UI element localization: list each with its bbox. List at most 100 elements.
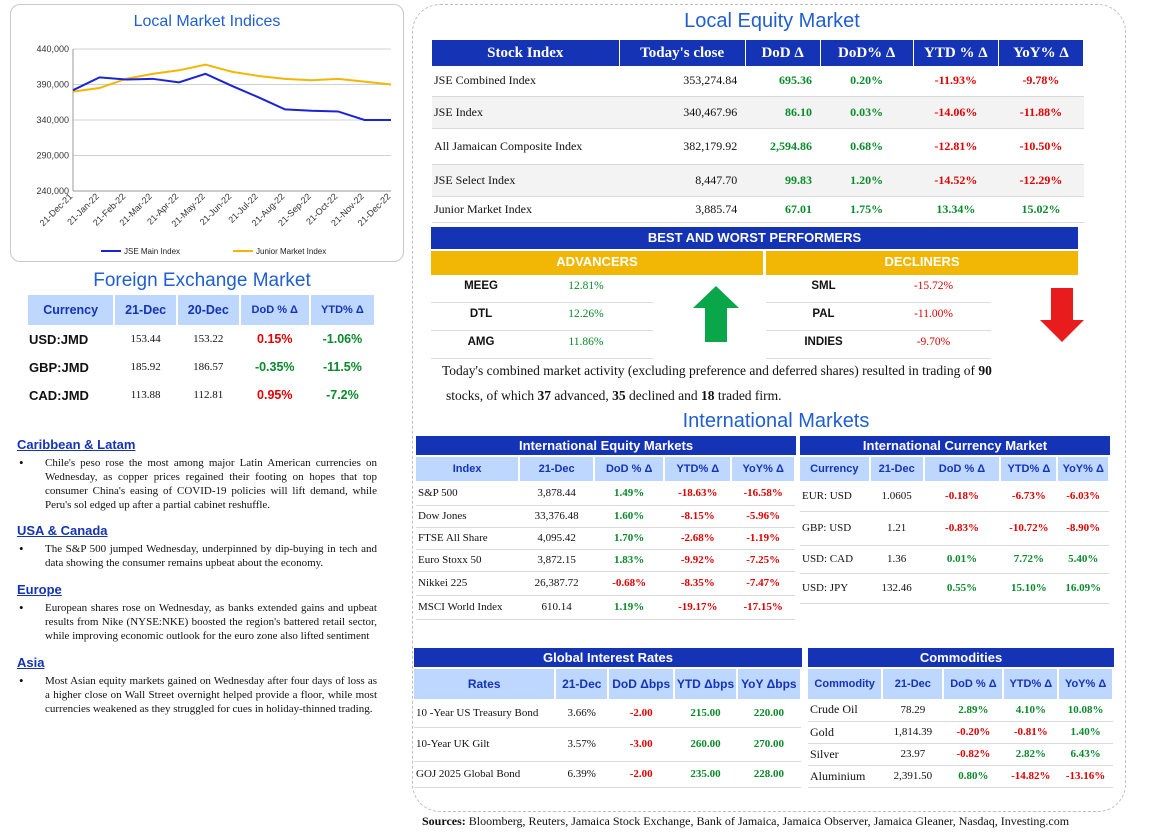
rates-row: 10-Year UK Gilt 3.57% -3.00 260.00 270.00	[414, 727, 801, 762]
equity-cell: -5.96%	[731, 505, 795, 528]
fx-dod: -0.35%	[254, 360, 295, 374]
y-tick-label: 290,000	[36, 151, 69, 161]
rates-cell: 235.00	[674, 761, 737, 788]
equity-table: Index 21-Dec DoD % Δ YTD% Δ YoY% Δ S&P 500 3,8…	[416, 457, 796, 620]
equity-cell: -18.63%	[664, 481, 732, 506]
equity-row: All Jamaican Composite Index 382,179.92 2,…	[432, 128, 1084, 165]
commodities-cell: 23.97	[882, 743, 944, 766]
sources-label: Sources:	[422, 814, 466, 828]
advancers-header: ADVANCERS	[431, 251, 763, 275]
fx-ytd: -7.2%	[326, 388, 359, 402]
commodities-row: Silver 23.97 -0.82% 2.82% 6.43%	[808, 743, 1113, 766]
rates-cell: 270.00	[736, 727, 801, 762]
news-heading[interactable]: Asia	[17, 655, 45, 670]
fx-currency: CAD:JMD	[29, 387, 89, 403]
sources-text: Bloomberg, Reuters, Jamaica Stock Exchan…	[465, 814, 1070, 828]
commodities-cell: 2,391.50	[882, 765, 944, 788]
equity-cell: -14.52%	[913, 164, 999, 197]
decliners-list: SML -15.72% PAL -11.00% INDIES -9.70%	[766, 276, 991, 360]
equity-cell: -16.58%	[731, 481, 795, 506]
equity-row: Junior Market Index 3,885.74 67.01 1.75% 13.…	[432, 196, 1084, 223]
equity-cell: 1.75%	[820, 196, 914, 223]
decliner-symbol: SML	[811, 280, 836, 292]
interest-rates-box: Global Interest Rates Rates 21-Dec DoD Δbps…	[414, 648, 803, 788]
fx-ytd: -11.5%	[322, 360, 362, 374]
currency-cell: 0.01%	[923, 545, 1001, 574]
news-text: Most Asian equity markets gained on Wedn…	[17, 674, 377, 716]
equity-cell: -7.25%	[731, 549, 795, 572]
decliner-symbol: INDIES	[804, 336, 843, 348]
equity-cell: Nikkei 225	[416, 571, 520, 596]
fx-header-cell: YTD% Δ	[309, 295, 377, 325]
currency-cell: 1.0605	[869, 481, 924, 512]
advancer-change: 12.26%	[568, 308, 604, 320]
equity-cell: -11.93%	[913, 66, 999, 97]
rates-row: 10 -Year US Treasury Bond 3.66% -2.00 215.0…	[414, 699, 801, 728]
equity-cell: JSE Select Index	[432, 164, 620, 197]
rates-cell: 3.57%	[555, 727, 609, 762]
currency-cell: 16.09%	[1057, 573, 1109, 604]
news-heading[interactable]: Europe	[17, 582, 62, 597]
commodities-cell: -0.81%	[1003, 721, 1059, 744]
commodities-header-cell: YTD% Δ	[1003, 669, 1060, 699]
y-tick-label: 440,000	[36, 44, 69, 54]
commodities-cell: -13.16%	[1058, 765, 1113, 788]
firm-count: 18	[700, 388, 715, 403]
commodities-cell: 6.43%	[1058, 743, 1113, 766]
performers-title: BEST AND WORST PERFORMERS	[431, 227, 1078, 249]
equity-cell: Euro Stoxx 50	[416, 549, 520, 572]
equity-cell: Dow Jones	[416, 505, 520, 528]
rates-cell: 220.00	[736, 699, 801, 728]
decliner-row: SML -15.72%	[766, 276, 991, 303]
news-text: Chile's peso rose the most among major L…	[17, 456, 377, 512]
equity-cell: -10.50%	[998, 128, 1084, 165]
news-section: Caribbean & Latam Chile's peso rose the m…	[17, 437, 377, 512]
commodities-cell: -0.82%	[943, 743, 1004, 766]
currency-cell: -10.72%	[1000, 511, 1058, 546]
decliners-header: DECLINERS	[766, 251, 1078, 275]
commodities-cell: -0.20%	[943, 721, 1004, 744]
news-section: Europe European shares rose on Wednesday,…	[17, 582, 377, 643]
line-chart: 440,000390,000340,000290,000240,00021-De…	[36, 44, 392, 256]
currency-row: EUR: USD 1.0605 -0.18% -6.73% -6.03%	[800, 481, 1109, 512]
commodities-cell: 0.80%	[943, 765, 1004, 788]
equity-header-cell: 21-Dec	[519, 457, 596, 481]
currency-header-cell: YTD% Δ	[1000, 457, 1059, 481]
equity-cell: 0.68%	[820, 128, 914, 165]
currency-cell: 0.55%	[923, 573, 1001, 604]
equity-cell: -7.47%	[731, 571, 795, 596]
currency-header-cell: YoY% Δ	[1057, 457, 1110, 481]
commodities-title: Commodities	[808, 648, 1114, 667]
commodities-cell: -14.82%	[1003, 765, 1059, 788]
equity-cell: -9.78%	[998, 66, 1084, 97]
rates-cell: GOJ 2025 Global Bond	[414, 761, 556, 788]
news-text: European shares rose on Wednesday, as ba…	[17, 601, 377, 643]
fx-header-cell: 20-Dec	[176, 295, 241, 325]
equity-cell: 33,376.48	[519, 505, 595, 528]
commodities-row: Aluminium 2,391.50 0.80% -14.82% -13.16%	[808, 765, 1113, 788]
equity-cell: 340,467.96	[619, 96, 746, 129]
equity-header-cell: YoY% Δ	[998, 40, 1085, 66]
commodities-header-cell: Commodity	[808, 669, 884, 699]
equity-cell: 2,594.86	[745, 128, 821, 165]
rates-cell: -2.00	[608, 761, 675, 788]
equity-cell: 695.36	[745, 66, 821, 97]
commodities-header-cell: YoY% Δ	[1058, 669, 1114, 699]
rates-cell: -2.00	[608, 699, 675, 728]
y-tick-label: 340,000	[36, 115, 69, 125]
equity-cell: 4,095.42	[519, 527, 595, 550]
news-heading[interactable]: Caribbean & Latam	[17, 437, 136, 452]
commodities-row: Gold 1,814.39 -0.20% -0.81% 1.40%	[808, 721, 1113, 744]
news-text: The S&P 500 jumped Wednesday, underpinne…	[17, 542, 377, 570]
sources-line: Sources: Bloomberg, Reuters, Jamaica Sto…	[422, 814, 1142, 829]
rates-cell: 3.66%	[555, 699, 609, 728]
equity-cell: MSCI World Index	[416, 595, 520, 620]
currency-cell: 1.36	[869, 545, 924, 574]
equity-cell: 382,179.92	[619, 128, 746, 165]
equity-header-cell: DoD Δ	[745, 40, 821, 66]
equity-cell: -2.68%	[664, 527, 732, 550]
equity-header-cell: YTD % Δ	[913, 40, 999, 66]
news-heading[interactable]: USA & Canada	[17, 523, 108, 538]
currency-cell: -8.90%	[1057, 511, 1109, 546]
